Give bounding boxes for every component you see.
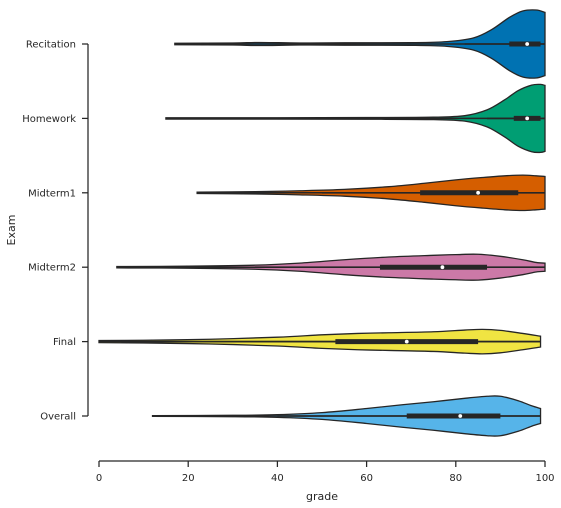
violin-recitation xyxy=(174,9,546,79)
x-tick-label-100: 100 xyxy=(535,473,554,484)
y-tick-label-midterm1: Midterm1 xyxy=(28,188,76,199)
x-tick-label-40: 40 xyxy=(271,473,284,484)
x-tick-label-60: 60 xyxy=(360,473,373,484)
y-tick-label-midterm2: Midterm2 xyxy=(28,263,76,274)
x-axis-title: grade xyxy=(306,490,338,503)
median-dot-midterm1 xyxy=(476,190,480,195)
violin-homework xyxy=(165,83,546,154)
violin-overall xyxy=(151,395,542,437)
violin-final xyxy=(98,328,542,355)
y-tick-label-homework: Homework xyxy=(22,114,76,125)
violin-midterm1 xyxy=(196,174,546,212)
axes-layer xyxy=(87,44,545,462)
x-tick-label-20: 20 xyxy=(182,473,195,484)
x-tick-label-80: 80 xyxy=(449,473,462,484)
y-axis-title: Exam xyxy=(5,215,18,246)
x-tick-label-0: 0 xyxy=(96,473,102,484)
y-tick-label-overall: Overall xyxy=(40,412,76,423)
violin-midterm2 xyxy=(116,253,546,281)
median-dot-recitation xyxy=(525,42,530,46)
median-dot-homework xyxy=(525,116,530,121)
y-tick-label-recitation: Recitation xyxy=(26,40,76,51)
median-dot-overall xyxy=(458,414,463,418)
median-dot-final xyxy=(404,339,409,344)
ticks-layer: Recitation Homework Midterm1 Midterm2 Final O… xyxy=(22,40,554,485)
y-tick-label-final: Final xyxy=(53,337,76,348)
violins-layer xyxy=(98,9,546,437)
median-dot-midterm2 xyxy=(440,265,445,270)
